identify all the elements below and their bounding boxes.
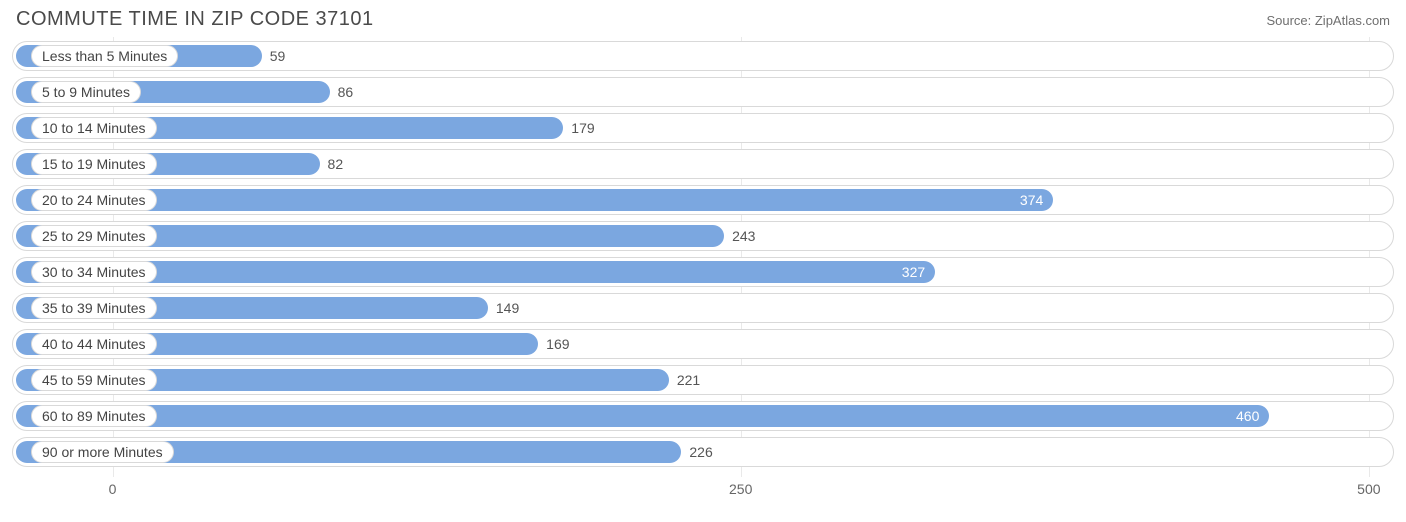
bar-track: 179 10 to 14 Minutes bbox=[12, 113, 1394, 143]
bar-track: 59 Less than 5 Minutes bbox=[12, 41, 1394, 71]
plot-area: 59 Less than 5 Minutes 86 5 to 9 Minutes 179… bbox=[12, 37, 1394, 477]
bar-track: 226 90 or more Minutes bbox=[12, 437, 1394, 467]
bar-value: 179 bbox=[571, 120, 594, 136]
category-label: 60 to 89 Minutes bbox=[31, 405, 157, 427]
category-label: 90 or more Minutes bbox=[31, 441, 174, 463]
x-tick: 0 bbox=[109, 481, 117, 497]
category-label: Less than 5 Minutes bbox=[31, 45, 178, 67]
bar-track: 82 15 to 19 Minutes bbox=[12, 149, 1394, 179]
bar-track: 86 5 to 9 Minutes bbox=[12, 77, 1394, 107]
category-label: 40 to 44 Minutes bbox=[31, 333, 157, 355]
bar-value: 59 bbox=[270, 48, 286, 64]
category-label: 5 to 9 Minutes bbox=[31, 81, 141, 103]
x-tick: 250 bbox=[729, 481, 752, 497]
category-label: 45 to 59 Minutes bbox=[31, 369, 157, 391]
category-label: 15 to 19 Minutes bbox=[31, 153, 157, 175]
bar-value: 221 bbox=[677, 372, 700, 388]
bar-value: 374 bbox=[16, 189, 1053, 211]
commute-time-chart: COMMUTE TIME IN ZIP CODE 37101 Source: Z… bbox=[0, 0, 1406, 522]
bar-rows: 59 Less than 5 Minutes 86 5 to 9 Minutes 179… bbox=[12, 37, 1394, 467]
bar-value: 226 bbox=[689, 444, 712, 460]
category-label: 10 to 14 Minutes bbox=[31, 117, 157, 139]
bar-value: 169 bbox=[546, 336, 569, 352]
bar-track: 149 35 to 39 Minutes bbox=[12, 293, 1394, 323]
bar-track: 169 40 to 44 Minutes bbox=[12, 329, 1394, 359]
category-label: 25 to 29 Minutes bbox=[31, 225, 157, 247]
bar-track: 37420 to 24 Minutes bbox=[12, 185, 1394, 215]
bar-value: 82 bbox=[328, 156, 344, 172]
bar-track: 32730 to 34 Minutes bbox=[12, 257, 1394, 287]
bar-value: 86 bbox=[338, 84, 354, 100]
chart-title: COMMUTE TIME IN ZIP CODE 37101 bbox=[16, 8, 374, 31]
chart-header: COMMUTE TIME IN ZIP CODE 37101 Source: Z… bbox=[12, 8, 1394, 37]
category-label: 35 to 39 Minutes bbox=[31, 297, 157, 319]
x-axis: 0 250 500 bbox=[12, 477, 1394, 507]
bar-track: 46060 to 89 Minutes bbox=[12, 401, 1394, 431]
x-tick: 500 bbox=[1357, 481, 1380, 497]
chart-source: Source: ZipAtlas.com bbox=[1266, 13, 1390, 28]
bar-track: 243 25 to 29 Minutes bbox=[12, 221, 1394, 251]
bar-value: 149 bbox=[496, 300, 519, 316]
category-label: 20 to 24 Minutes bbox=[31, 189, 157, 211]
category-label: 30 to 34 Minutes bbox=[31, 261, 157, 283]
bar-value: 243 bbox=[732, 228, 755, 244]
bar-value: 460 bbox=[16, 405, 1269, 427]
bar-track: 221 45 to 59 Minutes bbox=[12, 365, 1394, 395]
